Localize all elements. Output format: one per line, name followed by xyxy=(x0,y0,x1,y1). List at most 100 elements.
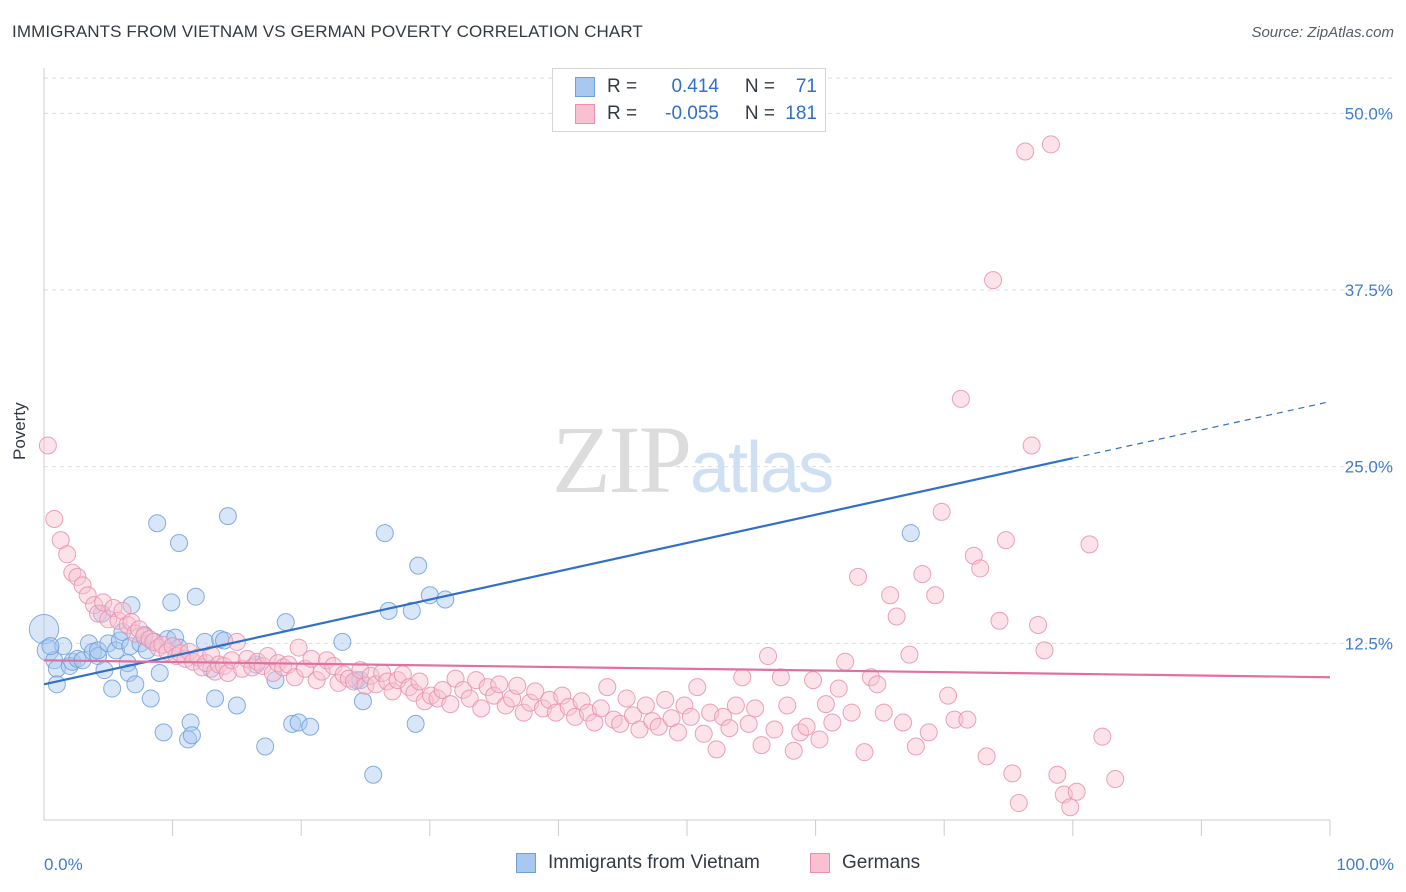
series-swatch-vietnam xyxy=(516,853,536,873)
correlation-legend: R = 0.414 N = 71 R = -0.055 N = 181 xyxy=(552,68,826,132)
point-germans xyxy=(1080,535,1099,554)
point-germans xyxy=(836,652,855,671)
watermark: ZIPatlas xyxy=(552,404,834,515)
point-germans xyxy=(797,717,816,736)
point-germans xyxy=(68,567,87,586)
point-germans xyxy=(726,696,745,715)
legend-r-label: R = xyxy=(607,103,638,124)
point-germans xyxy=(649,717,668,736)
y-tick-label: 25.0% xyxy=(1345,458,1393,477)
source-note: Source: ZipAtlas.com xyxy=(1251,24,1394,41)
point-vietnam xyxy=(333,632,352,651)
point-germans xyxy=(1048,765,1067,784)
point-germans xyxy=(73,576,92,595)
point-germans xyxy=(759,647,778,666)
point-germans xyxy=(675,696,694,715)
point-germans xyxy=(58,545,77,564)
point-vietnam xyxy=(89,641,108,660)
point-germans xyxy=(1009,794,1028,813)
point-germans xyxy=(906,737,925,756)
x-tick-label: 0.0% xyxy=(44,855,83,874)
point-germans xyxy=(849,567,868,586)
y-tick-label: 50.0% xyxy=(1345,104,1393,123)
point-germans xyxy=(951,389,970,408)
point-germans xyxy=(410,672,429,691)
point-germans xyxy=(842,703,861,722)
point-germans xyxy=(855,743,874,762)
point-germans xyxy=(739,714,758,733)
point-germans xyxy=(611,714,630,733)
chart-title: IMMIGRANTS FROM VIETNAM VS GERMAN POVERT… xyxy=(12,22,643,41)
point-germans xyxy=(508,676,527,695)
point-germans xyxy=(932,502,951,521)
point-vietnam xyxy=(54,637,73,656)
series-legend-vietnam[interactable]: Immigrants from Vietnam xyxy=(516,852,760,874)
y-tick-label: 12.5% xyxy=(1345,634,1393,653)
point-vietnam xyxy=(162,593,181,612)
x-tick-label: 100.0% xyxy=(1336,855,1394,874)
point-germans xyxy=(307,671,326,690)
legend-row-vietnam: R = 0.414 N = 71 xyxy=(575,75,817,99)
point-germans xyxy=(553,686,572,705)
point-germans xyxy=(253,656,272,675)
point-vietnam xyxy=(47,675,66,694)
point-germans xyxy=(163,637,182,656)
point-vietnam xyxy=(227,696,246,715)
point-germans xyxy=(490,675,509,694)
point-germans xyxy=(771,668,790,687)
point-germans xyxy=(630,720,649,739)
point-germans xyxy=(485,686,504,705)
point-germans xyxy=(496,696,515,715)
point-germans xyxy=(887,607,906,626)
legend-r-label: R = xyxy=(607,76,638,97)
point-vietnam xyxy=(119,664,138,683)
point-germans xyxy=(874,703,893,722)
point-vietnam xyxy=(154,723,173,742)
point-germans xyxy=(591,699,610,718)
point-germans xyxy=(913,565,932,584)
point-germans xyxy=(1093,727,1112,746)
point-germans xyxy=(383,682,402,701)
point-germans xyxy=(344,672,363,691)
point-vietnam xyxy=(375,524,394,543)
point-germans xyxy=(765,720,784,739)
point-germans xyxy=(472,699,491,718)
point-germans xyxy=(388,671,407,690)
point-germans xyxy=(984,271,1003,290)
point-germans xyxy=(919,723,938,742)
point-germans xyxy=(258,647,277,666)
point-germans xyxy=(1016,142,1035,161)
point-germans xyxy=(1106,770,1125,789)
point-vietnam xyxy=(186,587,205,606)
point-vietnam xyxy=(256,737,275,756)
point-vietnam xyxy=(283,714,302,733)
point-germans xyxy=(752,736,771,755)
series-legend-germans[interactable]: Germans xyxy=(810,852,920,874)
point-germans xyxy=(78,586,97,605)
point-vietnam xyxy=(103,679,122,698)
point-germans xyxy=(1041,135,1060,154)
point-germans xyxy=(94,593,113,612)
point-vietnam xyxy=(276,613,295,632)
point-germans xyxy=(514,703,533,722)
point-germans xyxy=(688,678,707,697)
point-germans xyxy=(289,638,308,657)
point-germans xyxy=(460,689,479,708)
legend-n-value: 71 xyxy=(795,76,817,97)
point-vietnam xyxy=(170,533,189,552)
point-germans xyxy=(778,696,797,715)
trend-line-vietnam xyxy=(43,457,1074,686)
point-germans xyxy=(45,509,64,528)
point-germans xyxy=(526,682,545,701)
point-germans xyxy=(977,747,996,766)
legend-swatch-germans xyxy=(575,104,595,124)
point-germans xyxy=(38,436,57,455)
point-germans xyxy=(1061,798,1080,817)
point-germans xyxy=(636,696,655,715)
point-germans xyxy=(990,611,1009,630)
trend-line-germans xyxy=(43,659,1331,679)
point-germans xyxy=(122,613,141,632)
point-germans xyxy=(804,671,823,690)
point-vietnam xyxy=(289,713,308,732)
point-germans xyxy=(668,723,687,742)
